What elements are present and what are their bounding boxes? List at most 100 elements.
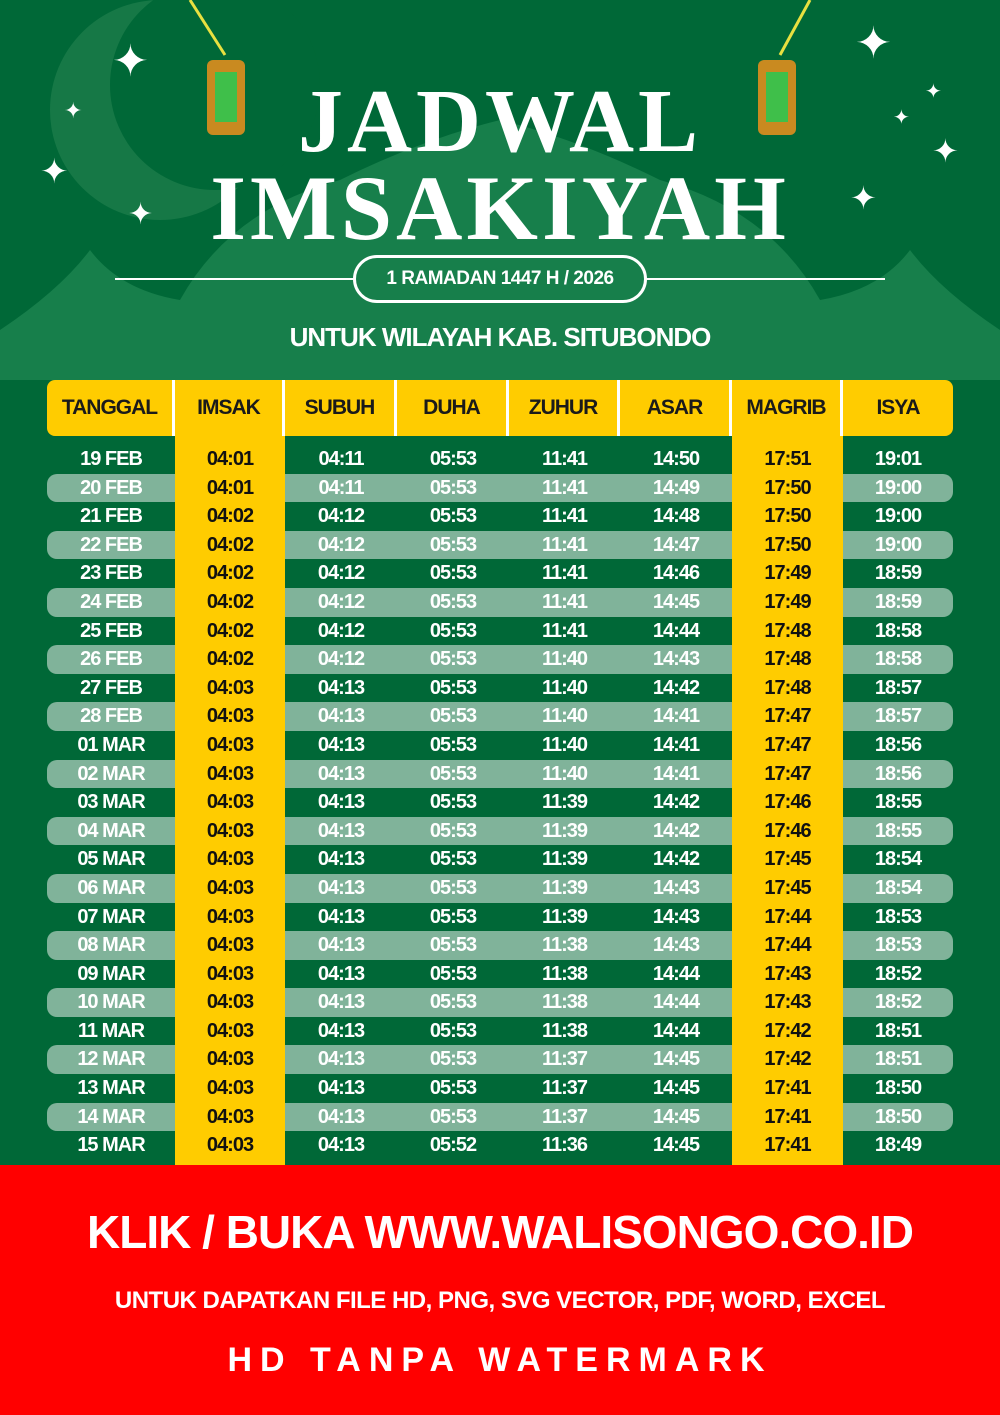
cell-imsak: 04:03 — [175, 730, 285, 760]
cell-duha: 05:53 — [429, 476, 477, 499]
table-row: 27 FEB 04:03 04:13 05:53 11:40 14:42 17:48 18:5… — [47, 673, 953, 703]
cell-duha: 05:53 — [429, 448, 477, 470]
star-icon: ✦ — [932, 133, 959, 169]
cell-subuh: 04:13 — [317, 962, 365, 985]
mosque-background — [0, 0, 1000, 380]
cell-subuh: 04:13 — [317, 819, 365, 842]
cell-isya: 18:57 — [874, 676, 922, 699]
cell-tanggal: 08 MAR — [77, 934, 145, 957]
cell-zuhur: 11:40 — [541, 705, 588, 728]
cell-subuh: 04:11 — [318, 448, 364, 470]
cell-imsak: 04:03 — [175, 1016, 285, 1046]
cell-magrib: 17:43 — [732, 959, 843, 989]
table-row: 28 FEB 04:03 04:13 05:53 11:40 14:41 17:47 18:5… — [47, 702, 953, 731]
cell-subuh: 04:11 — [318, 476, 364, 499]
promo-banner[interactable]: KLIK / BUKA WWW.WALISONGO.CO.ID UNTUK DA… — [0, 1165, 1000, 1415]
table-row: 19 FEB 04:01 04:11 05:53 11:41 14:50 17:51 19:0… — [47, 445, 953, 474]
cell-zuhur: 11:41 — [541, 619, 588, 642]
cell-asar: 14:44 — [652, 962, 700, 985]
cell-zuhur: 11:37 — [541, 1077, 588, 1100]
cell-isya: 18:59 — [874, 590, 922, 613]
cell-tanggal: 02 MAR — [77, 762, 145, 785]
cell-magrib: 17:48 — [732, 616, 843, 646]
cell-subuh: 04:12 — [317, 533, 365, 556]
cell-zuhur: 11:39 — [541, 791, 588, 814]
star-icon: ✦ — [112, 37, 149, 86]
cell-duha: 05:53 — [429, 762, 477, 785]
cell-imsak: 04:02 — [175, 645, 285, 674]
lantern-icon — [758, 0, 812, 135]
period-badge: 1 RAMADAN 1447 H / 2026 — [353, 255, 647, 303]
cell-isya: 18:54 — [874, 876, 922, 899]
cell-subuh: 04:13 — [317, 1105, 365, 1128]
cell-subuh: 04:13 — [317, 934, 365, 957]
table-row: 07 MAR 04:03 04:13 05:53 11:39 14:43 17:44 18:5… — [47, 902, 953, 932]
cell-magrib: 17:42 — [732, 1016, 843, 1046]
cell-asar: 14:45 — [652, 1134, 700, 1157]
cell-isya: 18:50 — [874, 1077, 922, 1100]
cell-tanggal: 03 MAR — [77, 791, 145, 814]
table-row: 06 MAR 04:03 04:13 05:53 11:39 14:43 17:45 18:5… — [47, 873, 953, 903]
cell-tanggal: 25 FEB — [80, 619, 143, 642]
cell-imsak: 04:03 — [175, 1045, 285, 1075]
table-row: 05 MAR 04:03 04:13 05:53 11:39 14:42 17:45 18:5… — [47, 845, 953, 874]
table-header: TANGGAL IMSAK SUBUH DUHA ZUHUR ASAR MAGRIB ISYA — [47, 380, 953, 436]
cell-tanggal: 22 FEB — [80, 533, 143, 556]
table-row: 01 MAR 04:03 04:13 05:53 11:40 14:41 17:47 18:5… — [47, 730, 953, 760]
cell-asar: 14:44 — [652, 619, 700, 642]
table-row: 04 MAR 04:03 04:13 05:53 11:39 14:42 17:46 18:5… — [47, 816, 953, 846]
table-row: 20 FEB 04:01 04:11 05:53 11:41 14:49 17:50 19:0… — [47, 473, 953, 503]
cell-duha: 05:53 — [429, 819, 477, 842]
cell-isya: 18:52 — [874, 962, 922, 985]
cell-tanggal: 19 FEB — [80, 448, 143, 470]
cell-duha: 05:53 — [429, 876, 477, 899]
cell-asar: 14:42 — [652, 848, 700, 871]
cell-isya: 19:01 — [874, 448, 922, 470]
banner-line2: UNTUK DAPATKAN FILE HD, PNG, SVG VECTOR,… — [114, 1287, 886, 1314]
cell-magrib: 17:48 — [732, 673, 843, 703]
cell-duha: 05:53 — [429, 533, 477, 556]
cell-asar: 14:43 — [652, 876, 700, 899]
cell-magrib: 17:42 — [732, 1045, 843, 1075]
cell-isya: 18:52 — [874, 991, 922, 1014]
cell-imsak: 04:03 — [175, 1131, 285, 1160]
star-icon: ✦ — [855, 19, 892, 68]
cell-imsak: 04:01 — [175, 473, 285, 503]
cell-zuhur: 11:41 — [541, 448, 588, 470]
cell-zuhur: 11:38 — [541, 1019, 588, 1042]
cell-imsak: 04:03 — [175, 931, 285, 960]
title-line1: JADWAL — [297, 72, 703, 171]
cell-isya: 18:54 — [874, 848, 922, 871]
cell-zuhur: 11:36 — [541, 1134, 588, 1157]
cell-tanggal: 07 MAR — [77, 905, 145, 928]
cell-magrib: 17:46 — [732, 816, 843, 846]
cell-magrib: 17:41 — [732, 1131, 843, 1160]
cell-zuhur: 11:40 — [541, 762, 588, 785]
cell-duha: 05:53 — [429, 505, 477, 528]
cell-tanggal: 10 MAR — [77, 991, 145, 1014]
cell-asar: 14:45 — [652, 1105, 700, 1128]
cell-isya: 19:00 — [874, 505, 922, 528]
cell-subuh: 04:13 — [317, 791, 365, 814]
cell-tanggal: 04 MAR — [77, 819, 145, 842]
cell-magrib: 17:50 — [732, 530, 843, 560]
cell-asar: 14:46 — [652, 562, 700, 585]
table-row: 03 MAR 04:03 04:13 05:53 11:39 14:42 17:46 18:5… — [47, 788, 953, 817]
cell-asar: 14:45 — [652, 590, 700, 613]
cell-magrib: 17:46 — [732, 788, 843, 817]
divider — [645, 278, 885, 280]
cell-magrib: 17:47 — [732, 702, 843, 731]
cell-asar: 14:47 — [652, 533, 700, 556]
cell-isya: 18:56 — [874, 762, 922, 785]
table-row: 21 FEB 04:02 04:12 05:53 11:41 14:48 17:50 19:0… — [47, 502, 953, 531]
cell-imsak: 04:03 — [175, 988, 285, 1017]
cell-imsak: 04:03 — [175, 845, 285, 874]
cell-subuh: 04:13 — [317, 848, 365, 871]
cell-zuhur: 11:38 — [541, 934, 588, 957]
cell-magrib: 17:47 — [732, 759, 843, 789]
table-row: 23 FEB 04:02 04:12 05:53 11:41 14:46 17:49 18:5… — [47, 559, 953, 588]
cell-tanggal: 21 FEB — [80, 505, 143, 528]
banner-line1[interactable]: KLIK / BUKA WWW.WALISONGO.CO.ID — [87, 1206, 914, 1258]
cell-duha: 05:53 — [429, 705, 477, 728]
cell-asar: 14:43 — [652, 905, 700, 928]
